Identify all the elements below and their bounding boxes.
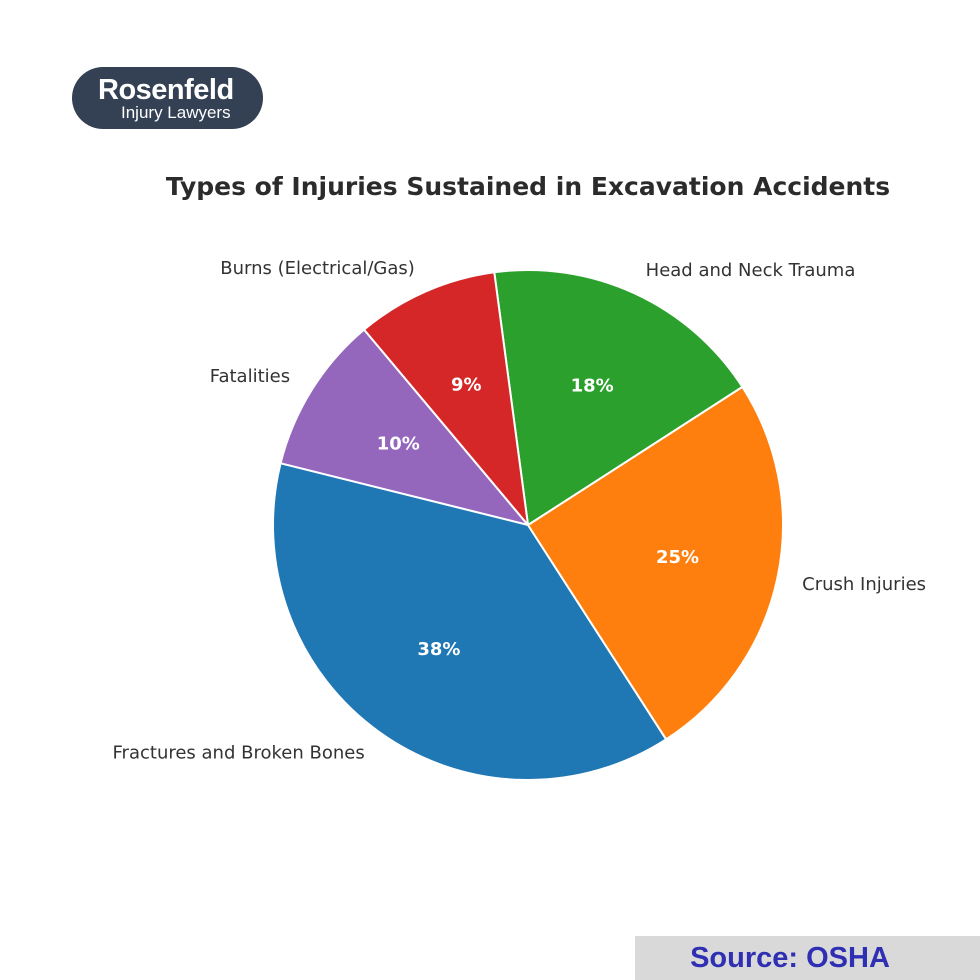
slice-label-burns-electrical-gas: Burns (Electrical/Gas) (220, 258, 415, 279)
rosenfeld-logo: Rosenfeld Injury Lawyers (72, 67, 263, 129)
logo-subtitle: Injury Lawyers (121, 103, 231, 122)
slice-label-fatalities: Fatalities (210, 366, 290, 387)
slice-label-crush-injuries: Crush Injuries (802, 574, 926, 595)
pie-slice-fractures-and-broken-bones (272, 462, 668, 781)
pie-slice-head-and-neck-trauma (493, 269, 744, 526)
pie-slice-fatalities (279, 328, 529, 526)
source-box: Source: OSHA (635, 936, 980, 980)
logo-name: Rosenfeld (98, 74, 234, 106)
pct-label-crush-injuries: 25% (656, 547, 699, 568)
slice-label-fractures-and-broken-bones: Fractures and Broken Bones (113, 743, 365, 764)
pie-slice-crush-injuries (527, 385, 784, 741)
pct-label-head-and-neck-trauma: 18% (571, 376, 614, 397)
source-text: Source: OSHA (690, 942, 890, 974)
pct-label-fatalities: 10% (377, 433, 420, 454)
pie-slice-burns-electrical-gas (363, 271, 529, 526)
pct-label-burns-electrical-gas: 9% (451, 375, 482, 396)
chart-title: Types of Injuries Sustained in Excavatio… (165, 172, 891, 201)
slice-label-head-and-neck-trauma: Head and Neck Trauma (646, 260, 856, 281)
pct-label-fractures-and-broken-bones: 38% (417, 639, 460, 660)
